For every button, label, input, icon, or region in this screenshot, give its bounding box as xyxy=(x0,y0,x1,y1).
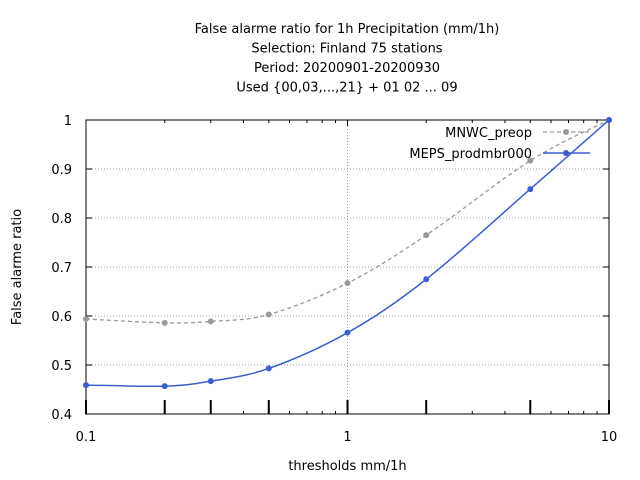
y-axis-label: False alarme ratio xyxy=(10,209,25,325)
data-point-MEPS_prodmbr000-6 xyxy=(527,186,534,193)
data-point-MNWC_preop-3 xyxy=(265,311,272,318)
y-tick-label-0: 0.4 xyxy=(51,408,72,423)
y-tick-label-6: 1 xyxy=(64,114,72,129)
x-tick-label-2: 10 xyxy=(601,430,618,445)
legend-label-MEPS_prodmbr000: MEPS_prodmbr000 xyxy=(409,147,532,162)
legend: MNWC_preop MEPS_prodmbr000 xyxy=(409,126,590,162)
y-tick-label-2: 0.6 xyxy=(51,310,72,325)
legend-marker-MNWC_preop xyxy=(563,129,569,135)
y-tick-label-1: 0.5 xyxy=(51,359,72,374)
y-tick-labels: 0.4 0.5 0.6 0.7 0.8 0.9 1 xyxy=(51,114,72,423)
series-MEPS_prodmbr000 xyxy=(83,117,612,390)
legend-label-MNWC_preop: MNWC_preop xyxy=(445,126,532,141)
data-point-MEPS_prodmbr000-5 xyxy=(423,276,430,283)
data-point-MNWC_preop-5 xyxy=(423,232,430,239)
data-point-MNWC_preop-6 xyxy=(527,157,534,164)
x-tick-label-0: 0.1 xyxy=(76,430,97,445)
title-line-1: Selection: Finland 75 stations xyxy=(251,42,442,57)
series-MNWC_preop xyxy=(83,117,612,326)
title-line-3: Used {00,03,...,21} + 01 02 ... 09 xyxy=(236,81,457,96)
data-point-MNWC_preop-1 xyxy=(161,319,168,326)
data-point-MEPS_prodmbr000-2 xyxy=(207,378,214,385)
series-line-MNWC_preop xyxy=(85,119,610,324)
y-tick-label-5: 0.9 xyxy=(51,163,72,178)
x-tick-label-1: 1 xyxy=(343,430,351,445)
legend-marker-MEPS_prodmbr000 xyxy=(563,150,569,156)
data-point-MEPS_prodmbr000-0 xyxy=(83,382,89,389)
data-point-MEPS_prodmbr000-1 xyxy=(161,383,168,390)
title-line-0: False alarme ratio for 1h Precipitation … xyxy=(195,22,500,37)
data-point-MEPS_prodmbr000-3 xyxy=(265,365,272,372)
y-tick-label-4: 0.8 xyxy=(51,212,72,227)
series xyxy=(83,117,612,390)
axis-ticks xyxy=(85,119,609,415)
x-tick-labels: 0.1 1 10 xyxy=(76,430,618,445)
title-line-2: Period: 20200901-20200930 xyxy=(254,61,440,76)
x-axis-label: thresholds mm/1h xyxy=(288,459,406,474)
data-point-MNWC_preop-4 xyxy=(344,280,351,287)
chart-title: False alarme ratio for 1h Precipitation … xyxy=(195,22,500,96)
data-point-MNWC_preop-2 xyxy=(207,318,214,325)
grid xyxy=(86,120,609,414)
data-point-MEPS_prodmbr000-7 xyxy=(606,117,612,123)
data-point-MEPS_prodmbr000-4 xyxy=(344,329,351,336)
data-point-MNWC_preop-0 xyxy=(83,315,89,322)
y-tick-label-3: 0.7 xyxy=(51,261,72,276)
